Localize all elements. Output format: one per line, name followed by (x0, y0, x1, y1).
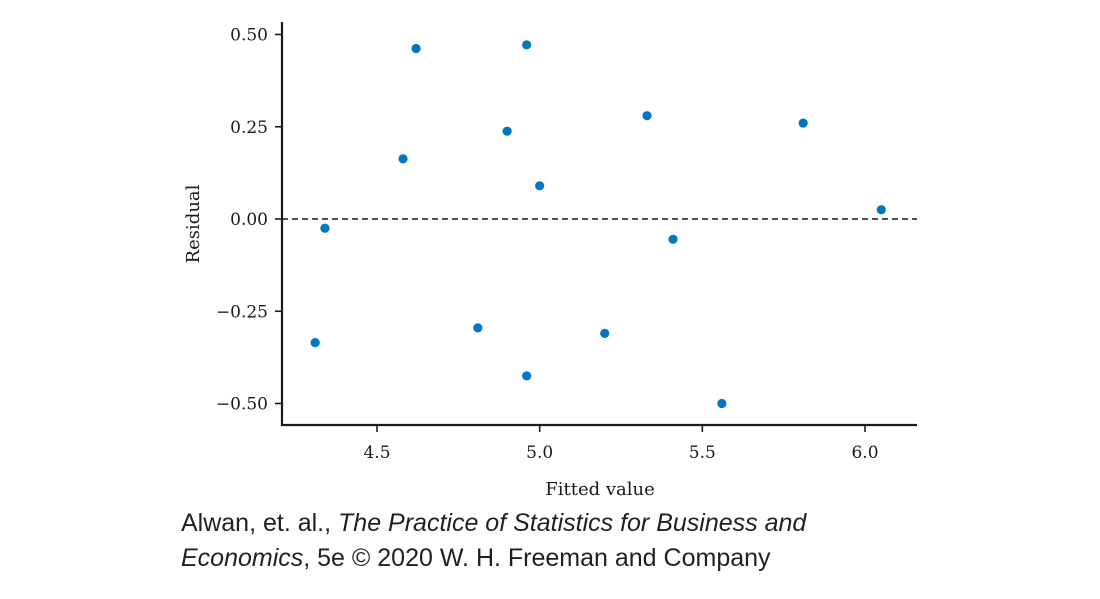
data-point (600, 328, 610, 338)
data-point (642, 111, 652, 121)
x-axis-label: Fitted value (545, 479, 655, 500)
points-layer (310, 40, 886, 409)
caption-title-2: Economics (181, 544, 304, 572)
data-point (398, 154, 408, 164)
y-tick-label: −0.25 (216, 302, 268, 322)
data-point (522, 371, 532, 381)
x-tick-label: 6.0 (851, 443, 878, 463)
data-point (876, 205, 886, 215)
data-point (473, 323, 483, 333)
y-tick-label: −0.50 (216, 395, 268, 415)
x-tick-label: 4.5 (363, 443, 390, 463)
data-point (798, 118, 808, 128)
x-tick-label: 5.0 (526, 443, 553, 463)
data-point (522, 40, 532, 50)
y-tick-label: 0.25 (230, 118, 268, 138)
caption-copyright: , 5e © 2020 W. H. Freeman and Company (303, 544, 771, 572)
x-tick-label: 5.5 (689, 443, 716, 463)
y-tick-label: 0.00 (230, 210, 268, 230)
caption-authors: Alwan, et. al., (181, 509, 339, 537)
data-point (310, 338, 320, 348)
y-tick-label: 0.50 (230, 26, 268, 46)
axes-layer (280, 22, 917, 427)
ticks-layer: 4.5 5.0 5.5 6.0 0.50 0.25 0.00 −0.25 −0.50 (216, 26, 879, 464)
data-point (535, 181, 545, 191)
data-point (668, 234, 678, 244)
y-axis-label: Residual (183, 184, 204, 263)
caption-title-1: The Practice of Statistics for Business … (338, 509, 807, 537)
data-point (320, 223, 330, 233)
data-point (411, 43, 421, 54)
source-caption: Alwan, et. al., The Practice of Statisti… (181, 506, 1061, 576)
data-point (502, 126, 512, 136)
data-point (717, 398, 727, 409)
